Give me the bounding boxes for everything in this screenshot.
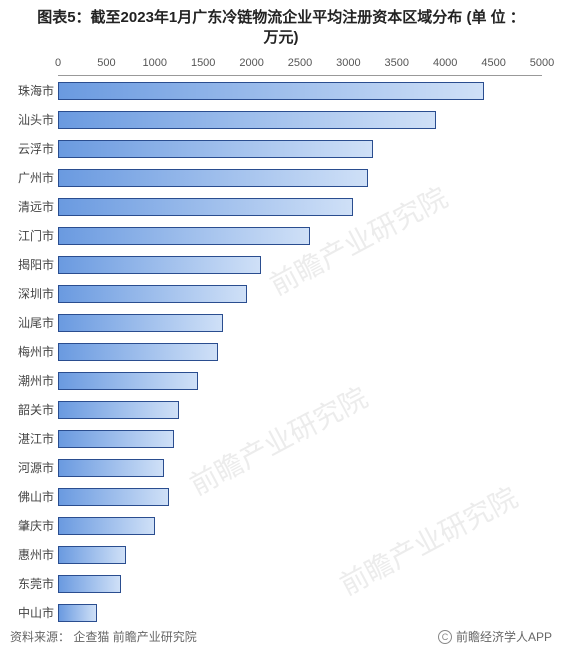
bar-track xyxy=(58,82,542,100)
y-label: 佛山市 xyxy=(0,488,54,505)
copyright-text: 前瞻经济学人APP xyxy=(456,628,552,645)
bar-track xyxy=(58,517,542,535)
x-tick: 2000 xyxy=(239,57,263,69)
bar-row: 深圳市 xyxy=(58,279,542,308)
bar-row: 湛江市 xyxy=(58,424,542,453)
x-tick: 4500 xyxy=(481,57,505,69)
x-tick: 500 xyxy=(97,57,115,69)
bar-track xyxy=(58,169,542,187)
y-label: 揭阳市 xyxy=(0,256,54,273)
x-tick: 2500 xyxy=(288,57,312,69)
bar-track xyxy=(58,575,542,593)
plot-area: 珠海市汕头市云浮市广州市清远市江门市揭阳市深圳市汕尾市梅州市潮州市韶关市湛江市河… xyxy=(58,75,542,627)
bar xyxy=(58,256,261,274)
x-tick: 4000 xyxy=(433,57,457,69)
source-line: 资料来源： 企查猫 前瞻产业研究院 xyxy=(10,628,197,645)
y-label: 广州市 xyxy=(0,169,54,186)
y-label: 韶关市 xyxy=(0,401,54,418)
y-label: 汕尾市 xyxy=(0,314,54,331)
bar xyxy=(58,314,223,332)
bar-track xyxy=(58,488,542,506)
bar-row: 潮州市 xyxy=(58,366,542,395)
y-label: 汕头市 xyxy=(0,111,54,128)
bar-track xyxy=(58,140,542,158)
bar-row: 揭阳市 xyxy=(58,250,542,279)
x-tick: 5000 xyxy=(530,57,554,69)
bar xyxy=(58,140,373,158)
x-tick: 3000 xyxy=(336,57,360,69)
y-label: 肇庆市 xyxy=(0,517,54,534)
bar xyxy=(58,459,164,477)
bar-row: 河源市 xyxy=(58,453,542,482)
bar-row: 汕尾市 xyxy=(58,308,542,337)
y-label: 东莞市 xyxy=(0,575,54,592)
source-label: 资料来源： xyxy=(10,630,70,644)
x-tick: 1000 xyxy=(143,57,167,69)
bar-row: 珠海市 xyxy=(58,76,542,105)
bar xyxy=(58,111,436,129)
bar xyxy=(58,604,97,622)
bar-track xyxy=(58,343,542,361)
bar-track xyxy=(58,546,542,564)
bar-row: 江门市 xyxy=(58,221,542,250)
y-label: 清远市 xyxy=(0,198,54,215)
bar-row: 韶关市 xyxy=(58,395,542,424)
bar-track xyxy=(58,227,542,245)
bar-row: 云浮市 xyxy=(58,134,542,163)
source-text: 企查猫 前瞻产业研究院 xyxy=(73,630,196,644)
y-label: 中山市 xyxy=(0,604,54,621)
y-label: 江门市 xyxy=(0,227,54,244)
bar-row: 中山市 xyxy=(58,598,542,627)
bar xyxy=(58,285,247,303)
bar-track xyxy=(58,256,542,274)
x-tick: 0 xyxy=(55,57,61,69)
x-axis: 0500100015002000250030003500400045005000 xyxy=(58,57,542,75)
bar-row: 汕头市 xyxy=(58,105,542,134)
y-label: 珠海市 xyxy=(0,82,54,99)
chart-title: 图表5：截至2023年1月广东冷链物流企业平均注册资本区域分布 (单 位 ：万元… xyxy=(0,0,562,51)
bar xyxy=(58,546,126,564)
bar-row: 肇庆市 xyxy=(58,511,542,540)
bar-row: 广州市 xyxy=(58,163,542,192)
copyright: C 前瞻经济学人APP xyxy=(438,628,552,645)
bar-track xyxy=(58,459,542,477)
bar-track xyxy=(58,285,542,303)
bar xyxy=(58,401,179,419)
y-label: 惠州市 xyxy=(0,546,54,563)
bar xyxy=(58,517,155,535)
y-label: 深圳市 xyxy=(0,285,54,302)
y-label: 云浮市 xyxy=(0,140,54,157)
y-label: 湛江市 xyxy=(0,430,54,447)
bar xyxy=(58,169,368,187)
bar-row: 东莞市 xyxy=(58,569,542,598)
chart-footer: 资料来源： 企查猫 前瞻产业研究院 C 前瞻经济学人APP xyxy=(10,628,552,645)
bar-row: 梅州市 xyxy=(58,337,542,366)
bar-row: 佛山市 xyxy=(58,482,542,511)
bar xyxy=(58,82,484,100)
bar-row: 惠州市 xyxy=(58,540,542,569)
bar xyxy=(58,575,121,593)
bar xyxy=(58,343,218,361)
y-label: 河源市 xyxy=(0,459,54,476)
chart-area: 0500100015002000250030003500400045005000… xyxy=(58,57,542,627)
copyright-icon: C xyxy=(438,630,452,644)
bar-track xyxy=(58,314,542,332)
y-label: 潮州市 xyxy=(0,372,54,389)
bar-track xyxy=(58,111,542,129)
bar xyxy=(58,430,174,448)
bar-track xyxy=(58,430,542,448)
bar xyxy=(58,488,169,506)
bar-row: 清远市 xyxy=(58,192,542,221)
y-label: 梅州市 xyxy=(0,343,54,360)
bar xyxy=(58,198,353,216)
bar-track xyxy=(58,401,542,419)
x-tick: 1500 xyxy=(191,57,215,69)
bar-track xyxy=(58,604,542,622)
bar xyxy=(58,372,198,390)
bar xyxy=(58,227,310,245)
bar-track xyxy=(58,372,542,390)
x-tick: 3500 xyxy=(385,57,409,69)
bar-track xyxy=(58,198,542,216)
